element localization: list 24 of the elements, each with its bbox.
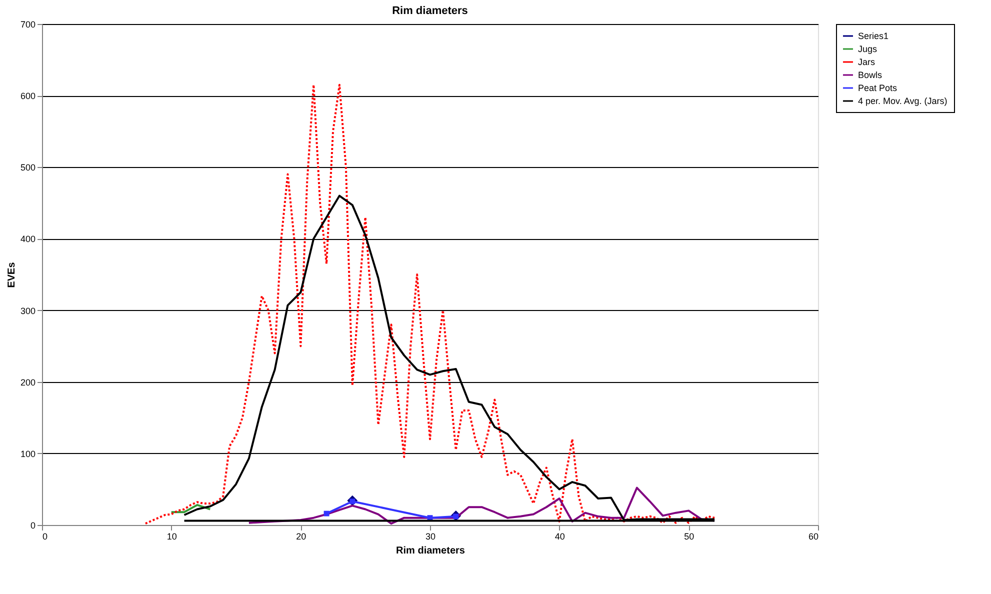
chart-title: Rim diameters <box>392 5 468 17</box>
y-tick-label: 500 <box>20 162 36 173</box>
y-tick-label: 100 <box>20 448 36 459</box>
y-tick-label: 600 <box>20 91 36 102</box>
y-tick-label: 0 <box>30 520 36 530</box>
x-tick-label: 20 <box>296 532 306 542</box>
legend-label: Peat Pots <box>858 83 898 93</box>
y-tick-label: 400 <box>20 234 36 244</box>
x-tick-label: 30 <box>425 532 436 542</box>
x-tick-label: 0 <box>42 532 48 542</box>
x-tick-label: 50 <box>684 532 694 542</box>
legend-label: Jugs <box>858 44 878 54</box>
x-tick-label: 10 <box>166 532 177 542</box>
y-tick-label: 700 <box>20 20 36 30</box>
y-tick-label: 300 <box>20 306 36 316</box>
legend-label: 4 per. Mov. Avg. (Jars) <box>858 96 948 106</box>
y-tick-label: 200 <box>20 377 36 388</box>
legend-label: Series1 <box>858 31 889 41</box>
x-tick-label: 40 <box>554 532 565 542</box>
x-tick-label: 60 <box>808 532 818 542</box>
legend-label: Bowls <box>858 70 883 80</box>
legend-label: Jars <box>858 57 876 67</box>
y-axis-title: EVEs <box>6 262 18 288</box>
x-axis-title: Rim diameters <box>396 546 466 556</box>
